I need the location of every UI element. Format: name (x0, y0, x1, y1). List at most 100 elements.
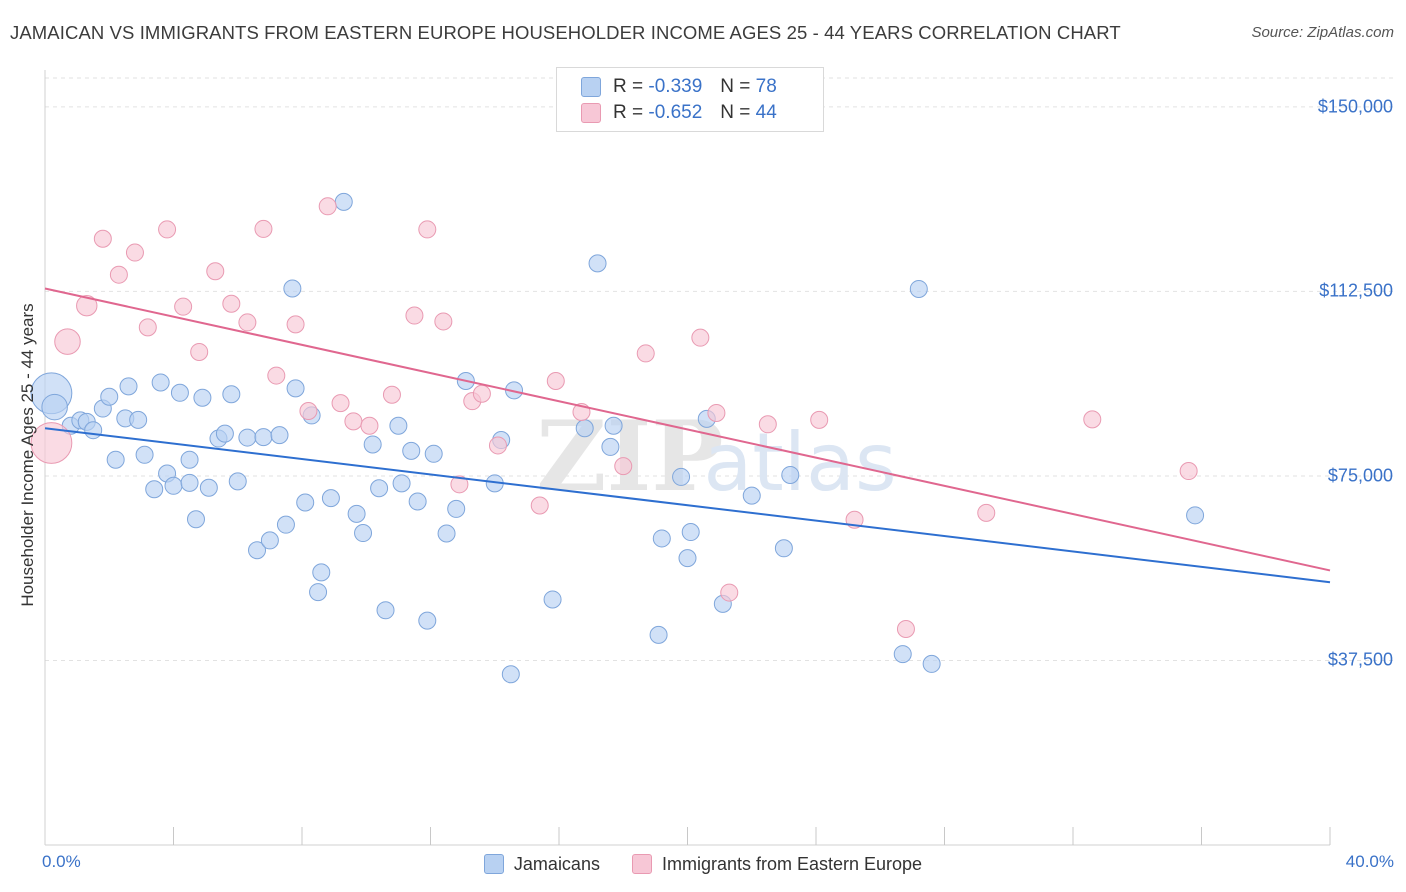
data-point (402, 441, 421, 460)
legend-row-jamaicans: R = -0.339 N = 78 (581, 75, 777, 99)
data-point (691, 328, 710, 347)
y-axis-label: Householder Income Ages 25 - 44 years (18, 303, 37, 607)
data-point (106, 450, 125, 469)
data-point (1083, 410, 1102, 429)
data-point (636, 344, 655, 363)
legend-row-eastern-europe: R = -0.652 N = 44 (581, 101, 777, 125)
n-value: 78 (755, 76, 777, 97)
x-tick-label: 0.0% (42, 852, 81, 871)
y-tick-label: $112,500 (1319, 280, 1393, 301)
data-point (331, 394, 350, 413)
data-point (530, 496, 549, 515)
data-point (977, 503, 996, 522)
data-point (434, 312, 453, 331)
legend-swatch-blue (581, 77, 601, 97)
data-point (392, 474, 411, 493)
data-point (283, 279, 302, 298)
data-point (299, 402, 318, 420)
data-point (652, 529, 671, 548)
correlation-legend: R = -0.339 N = 78 R = -0.652 N = 44 (556, 67, 824, 132)
data-point (54, 328, 81, 355)
data-point (158, 220, 177, 239)
data-point (109, 265, 128, 284)
data-point (312, 563, 331, 582)
legend-item-eastern-europe: Immigrants from Eastern Europe (631, 854, 922, 875)
legend-swatch-pink (581, 103, 601, 123)
data-point (678, 549, 697, 568)
data-point (186, 510, 205, 529)
data-point (151, 373, 170, 392)
chart-title: JAMAICAN VS IMMIGRANTS FROM EASTERN EURO… (10, 22, 1121, 43)
data-point (260, 531, 279, 550)
data-point (180, 473, 199, 492)
data-point (501, 665, 520, 684)
data-point (758, 415, 777, 434)
data-point (238, 313, 257, 332)
data-point (774, 539, 793, 558)
trend-line-jamaicans (44, 427, 1331, 584)
legend-swatch-pink (631, 854, 652, 874)
data-point (601, 437, 620, 456)
data-point (447, 499, 466, 518)
x-tick-label: 40.0% (1345, 852, 1394, 871)
data-point (296, 493, 315, 512)
data-point (707, 403, 726, 422)
series-legend: Jamaicans Immigrants from Eastern Europe (0, 851, 1406, 877)
data-point (267, 366, 286, 385)
data-point (382, 385, 401, 404)
data-point (1179, 462, 1198, 481)
data-point (100, 387, 119, 406)
data-point (437, 524, 456, 543)
data-point (922, 654, 941, 673)
data-point (30, 422, 73, 464)
data-point (318, 197, 337, 216)
data-point (781, 465, 800, 484)
data-point (408, 492, 427, 511)
data-point (199, 478, 218, 497)
data-point (681, 523, 700, 542)
data-point (649, 625, 668, 644)
data-point (810, 410, 829, 429)
legend-item-jamaicans: Jamaicans (483, 854, 600, 875)
points-jamaicans (30, 192, 1205, 684)
y-tick-label: $37,500 (1327, 649, 1393, 670)
n-value: 44 (755, 102, 777, 123)
data-point (363, 435, 382, 454)
trend-lines (44, 287, 1331, 584)
data-point (418, 611, 437, 630)
data-point (309, 583, 328, 602)
data-point (672, 467, 691, 486)
data-point (276, 515, 295, 534)
data-point (614, 457, 633, 476)
gridlines (45, 77, 1395, 661)
data-point (222, 385, 241, 404)
data-point (76, 294, 98, 317)
data-point (174, 297, 193, 316)
data-point (405, 306, 424, 325)
data-point (84, 421, 103, 440)
data-point (720, 583, 739, 602)
data-point (424, 444, 443, 463)
y-tick-label: $75,000 (1327, 465, 1393, 486)
data-point (193, 388, 212, 407)
watermark-zip: ZIP (536, 400, 723, 513)
y-tick-label: $150,000 (1317, 96, 1393, 117)
r-value: -0.339 (648, 76, 703, 97)
legend-swatch-blue (483, 854, 504, 874)
r-value: -0.652 (648, 102, 703, 123)
data-point (1186, 506, 1205, 525)
data-point (125, 243, 144, 262)
data-point (389, 416, 408, 435)
data-point (370, 479, 389, 498)
r-label: R = (613, 102, 644, 123)
data-point (896, 619, 915, 638)
data-point (321, 489, 340, 508)
data-point (286, 379, 305, 398)
data-point (344, 412, 363, 431)
data-point (164, 476, 183, 495)
data-point (228, 472, 247, 491)
data-point (472, 384, 491, 403)
data-point (41, 393, 68, 421)
